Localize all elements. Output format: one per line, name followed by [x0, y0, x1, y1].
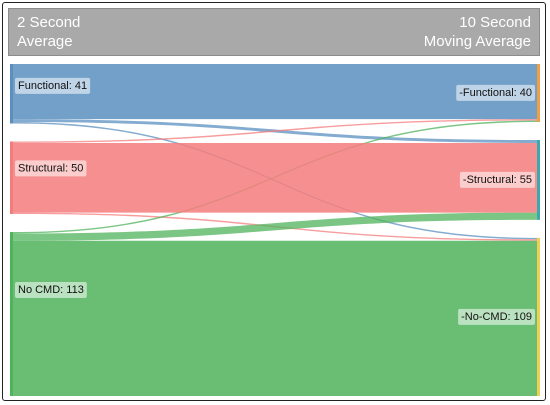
right-label-structural-text: -Structural: 55: [463, 174, 532, 186]
left-label-nocmd-text: No CMD: 113: [18, 284, 84, 296]
right-node-bar-functional: [537, 64, 540, 123]
left-label-structural-text: Structural: 50: [18, 162, 83, 174]
flow-nocmd-to-nocmd: [13, 240, 537, 396]
right-label-nocmd: -No-CMD: 109: [458, 308, 535, 325]
flow-structural-to-structural: [13, 142, 537, 213]
flow-structural-to-functional: [13, 119, 537, 143]
right-node-bar-nocmd: [537, 237, 540, 396]
left-node-bar-functional: [10, 64, 13, 124]
right-label-nocmd-text: -No-CMD: 109: [461, 311, 532, 323]
left-label-nocmd: No CMD: 113: [15, 281, 87, 298]
flow-nocmd-to-structural: [13, 212, 537, 241]
left-label-nocmd-bg: [15, 281, 87, 298]
right-node-bar-structural: [537, 140, 540, 220]
left-node-bar-nocmd: [10, 232, 13, 396]
left-node-bar-structural: [10, 141, 13, 215]
right-label-functional-text: -Functional: 40: [459, 87, 532, 99]
flow-functional-to-functional: [13, 64, 537, 120]
right-label-functional-bg: [456, 84, 535, 101]
right-column-title: 10 Second Moving Average: [423, 14, 531, 50]
left-label-structural-bg: [15, 160, 87, 177]
left-label-structural: Structural: 50: [15, 160, 87, 177]
left-label-functional-bg: [15, 77, 91, 94]
right-label-functional: -Functional: 40: [456, 84, 535, 101]
left-label-functional-text: Functional: 41: [18, 80, 87, 92]
right-label-nocmd-bg: [458, 308, 535, 325]
right-label-structural: -Structural: 55: [459, 171, 535, 188]
left-column-title: 2 Second Average: [17, 14, 81, 50]
right-label-structural-bg: [459, 171, 535, 188]
left-label-functional: Functional: 41: [15, 77, 91, 94]
header-bar: 2 Second Average 10 Second Moving Averag…: [8, 8, 540, 56]
